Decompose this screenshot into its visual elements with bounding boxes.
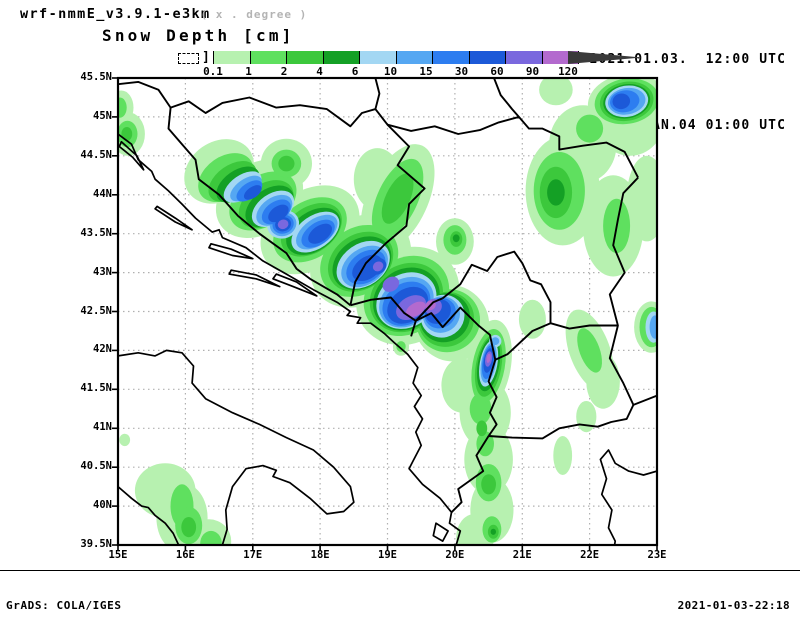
lat-tick-label: 42.5N <box>80 304 112 317</box>
colorbar-swatch-60 <box>506 51 543 64</box>
grads-credit: GrADS: COLA/IGES <box>6 599 122 612</box>
model-title: wrf-nmmE_v3.9.1-e3km <box>20 6 211 22</box>
lon-tick-label: 23E <box>647 549 667 561</box>
lon-tick-label: 17E <box>243 549 263 561</box>
colorbar-tick-label: 30 <box>454 65 469 78</box>
coastlines <box>118 133 657 545</box>
lat-tick-label: 44N <box>93 187 112 200</box>
model-units-note: ( x . degree ) <box>200 8 308 21</box>
lat-tick-label: 41.5N <box>80 382 112 395</box>
lat-tick-label: 45.5N <box>80 71 112 83</box>
lon-tick-label: 19E <box>378 549 397 561</box>
country-borders <box>118 78 657 513</box>
colorbar-swatch-10 <box>396 51 433 64</box>
lat-tick-label: 39.5N <box>80 538 112 550</box>
bottom-divider-line <box>0 570 800 571</box>
colorbar-swatch-4 <box>323 51 360 64</box>
lat-tick-label: 43.5N <box>80 226 112 239</box>
lat-tick-label: 41N <box>93 421 112 434</box>
lon-tick-label: 22E <box>580 549 600 561</box>
colorbar-tick-label: 2 <box>280 65 288 78</box>
colorbar-tick-label: 4 <box>316 65 323 78</box>
lat-tick-label: 42N <box>93 343 112 356</box>
lon-tick-label: 21E <box>512 549 532 561</box>
colorbar-swatch-0.1 <box>213 51 251 64</box>
colorbar-tick-label: 60 <box>490 65 504 78</box>
lon-tick-label: 20E <box>445 549 465 561</box>
colorbar-tick-label: 6 <box>351 65 359 78</box>
colorbar-tick-label: 15 <box>419 65 433 78</box>
lon-tick-label: 15E <box>108 549 128 561</box>
colorbar-tick-label: 120 <box>558 65 578 78</box>
colorbar-swatch-6 <box>360 51 397 64</box>
colorbar-tick-label: 10 <box>383 65 398 78</box>
colorbar-tick-label: 0.1 <box>203 65 223 78</box>
field-title: Snow Depth [cm] <box>102 26 295 45</box>
lat-tick-label: 43N <box>93 265 112 278</box>
colorbar-underflow-box <box>178 53 199 64</box>
colorbar-tick-label: 1 <box>245 65 252 78</box>
colorbar-bracket: ] <box>202 50 210 65</box>
snow-depth-shading <box>118 78 657 545</box>
lat-tick-label: 44.5N <box>80 148 112 161</box>
creation-timestamp: 2021-01-03-22:18 <box>677 599 790 612</box>
lon-tick-label: 16E <box>175 549 195 561</box>
colorbar-tick-label: 90 <box>525 65 540 78</box>
map-frame <box>116 76 659 547</box>
lat-tick-label: 45N <box>93 109 112 122</box>
colorbar-swatch-15 <box>433 51 470 64</box>
colorbar-swatch-2 <box>287 51 324 64</box>
lat-tick-label: 40N <box>93 499 112 512</box>
map-canvas <box>112 76 659 551</box>
lat-tick-label: 40.5N <box>80 460 112 473</box>
colorbar-overflow-arrow <box>568 51 642 64</box>
colorbar-swatch-1 <box>250 51 287 64</box>
colorbar-swatch-30 <box>469 51 506 64</box>
model-title-line: wrf-nmmE_v3.9.1-e3km( x . degree ) <box>20 6 307 22</box>
colorbar-swatches <box>213 51 579 64</box>
lon-tick-label: 18E <box>310 549 330 561</box>
